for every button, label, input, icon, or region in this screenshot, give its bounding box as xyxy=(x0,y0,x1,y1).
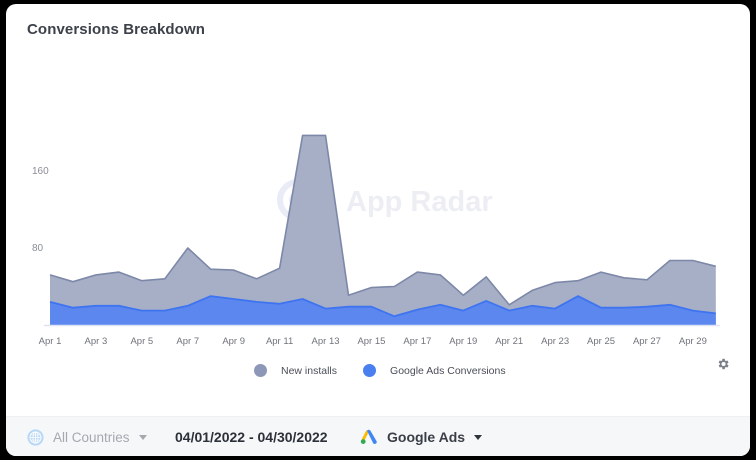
source-filter-dropdown[interactable]: Google Ads xyxy=(360,417,483,456)
x-axis-tick: Apr 21 xyxy=(495,336,523,347)
legend-dot-new-installs xyxy=(254,364,267,377)
source-filter-label: Google Ads xyxy=(387,429,466,445)
gear-icon[interactable] xyxy=(716,357,730,371)
legend-dot-google-ads-conversions xyxy=(363,364,377,377)
legend-label-google-ads-conversions: Google Ads Conversions xyxy=(390,364,506,377)
caret-down-icon xyxy=(138,435,147,440)
legend-item-new-installs[interactable]: New installs xyxy=(254,364,337,377)
x-axis-tick: Apr 23 xyxy=(541,336,569,347)
x-axis-tick: Apr 25 xyxy=(587,336,615,347)
x-axis-tick: Apr 15 xyxy=(357,336,385,347)
card-title: Conversions Breakdown xyxy=(27,21,205,38)
y-axis-tick: 80 xyxy=(32,243,44,254)
area-new-installs[interactable] xyxy=(50,135,716,325)
legend-item-google-ads-conversions[interactable]: Google Ads Conversions xyxy=(363,364,506,377)
country-filter-label: All Countries xyxy=(53,429,130,445)
date-range-label: 04/01/2022 - 04/30/2022 xyxy=(175,429,328,445)
x-axis-tick: Apr 1 xyxy=(39,336,62,347)
y-axis-tick: 160 xyxy=(32,166,49,177)
globe-icon xyxy=(27,428,44,446)
country-filter-dropdown[interactable]: All Countries xyxy=(27,417,147,456)
x-axis-tick: Apr 11 xyxy=(266,336,293,347)
svg-text:App Radar: App Radar xyxy=(346,186,493,218)
x-axis-tick: Apr 9 xyxy=(222,336,245,347)
x-axis-tick: Apr 7 xyxy=(176,336,199,347)
date-range-picker[interactable]: 04/01/2022 - 04/30/2022 xyxy=(175,417,328,456)
x-axis-tick: Apr 5 xyxy=(130,336,153,347)
x-axis-tick: Apr 3 xyxy=(85,336,108,347)
chart-legend: New installs Google Ads Conversions xyxy=(254,364,532,377)
x-axis-tick: Apr 17 xyxy=(403,336,431,347)
x-axis-tick: Apr 19 xyxy=(449,336,477,347)
google-ads-icon xyxy=(360,429,377,444)
area-google-ads-conversions[interactable] xyxy=(50,296,716,325)
x-axis-tick: Apr 13 xyxy=(312,336,340,347)
chart-filter-bar: All Countries 04/01/2022 - 04/30/2022 Go… xyxy=(6,416,750,456)
x-axis-tick: Apr 29 xyxy=(679,336,707,347)
x-axis-tick: Apr 27 xyxy=(633,336,661,347)
caret-down-icon xyxy=(474,435,483,440)
legend-label-new-installs: New installs xyxy=(281,364,338,377)
conversions-breakdown-card: Conversions Breakdown App Radar 80 160 Apr … xyxy=(6,4,750,456)
conversions-area-chart: App Radar 80 160 Apr 1 Apr 3 Apr 5 Apr 7 Apr 9 A… xyxy=(32,134,720,347)
